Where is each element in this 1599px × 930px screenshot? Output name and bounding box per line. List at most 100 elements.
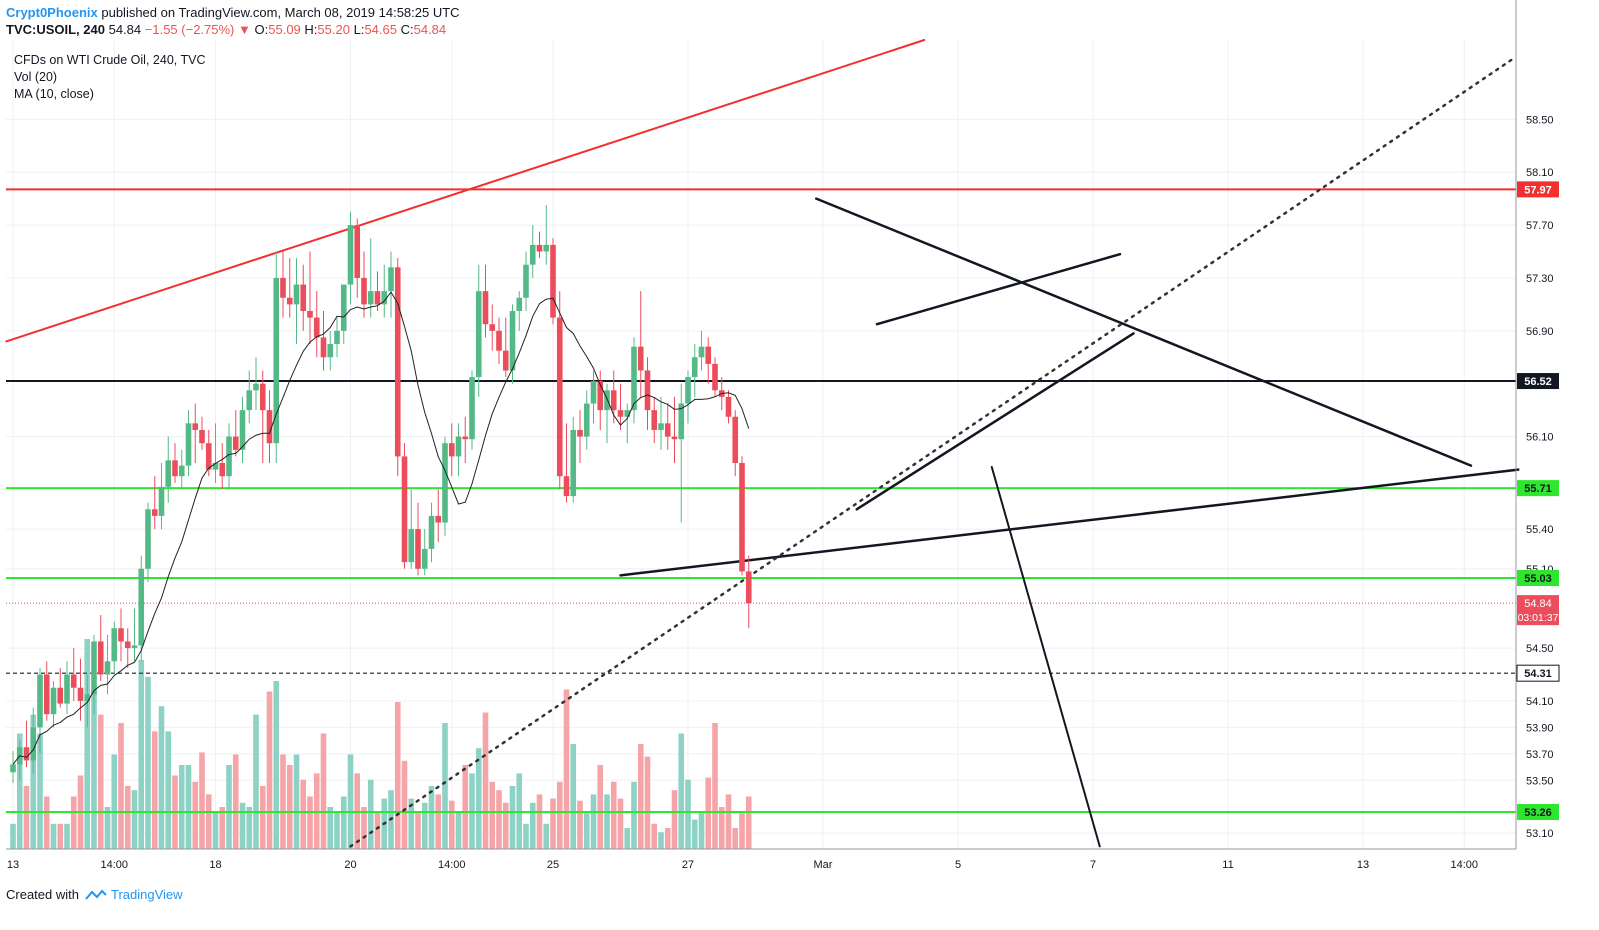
price-tag-bg [1517,480,1559,497]
candle-body [617,410,624,417]
candle-body [239,410,246,450]
author-link[interactable]: Crypt0Phoenix [6,5,98,20]
time-tick-label: 11 [1222,859,1233,871]
candle-body [145,509,151,569]
candle [698,330,705,371]
last-price-bg [1517,595,1559,626]
candle-body [226,436,232,477]
candle [30,707,37,774]
candle [219,443,226,490]
candle-body [543,244,550,252]
candle-body [259,383,266,411]
candle [509,304,516,384]
candle [388,251,394,318]
price-tick-label: 58.10 [1526,167,1554,179]
candle-body [43,674,50,715]
dotted-trendline [349,58,1513,848]
price-tick-label: 53.10 [1526,828,1554,840]
candle-body [30,727,37,761]
candle [172,443,178,483]
candle-body [651,410,658,430]
volume-bar [145,676,151,849]
candle-body [435,515,442,523]
candle [293,258,300,345]
candle [712,357,718,397]
candle-body [415,529,421,569]
candle [678,383,685,523]
candle [644,357,651,430]
candle-body [631,346,637,411]
candle [165,436,172,503]
volume-bar [610,781,617,849]
candle [273,251,280,464]
volume-bar [97,714,104,849]
candle-body [57,687,64,704]
ma-indicator-label[interactable]: MA (10, close) [14,87,94,101]
candle-body [408,529,415,563]
candle-body [698,346,705,358]
candle [590,370,597,424]
candle-body [550,244,556,318]
candle-body [50,687,57,715]
candle-body [685,377,691,404]
volume-bar [320,733,327,849]
chart-title[interactable]: CFDs on WTI Crude Oil, 240, TVC [14,53,206,67]
candle-body [212,463,219,470]
volume-bar [111,754,118,849]
volume-bar [266,691,273,849]
candle-body [394,267,401,457]
candle [597,370,604,430]
candle-body [664,423,671,437]
volume-bar [685,779,691,849]
volume-bar [475,748,482,849]
price-tick-label: 56.90 [1526,326,1554,338]
candle-body [172,460,178,477]
candle [583,390,590,450]
candle [685,370,691,424]
volume-bar [678,733,685,849]
price-tick-label: 54.10 [1526,696,1554,708]
upper-trendline [815,197,1473,467]
volume-bar [118,723,124,849]
volume-bar [712,723,718,849]
volume-bar [745,796,752,849]
candle-body [502,350,509,371]
candle [739,456,745,576]
price-change: −1.55 (−2.75%) [144,22,235,37]
price-tag-text: 57.97 [1524,184,1552,196]
candle [556,291,563,490]
volume-bar [617,798,624,849]
candle-body [442,443,448,523]
volume-bar [631,781,637,849]
last-price-text: 54.84 [1524,598,1552,610]
candle-body [739,463,745,572]
volume-bar [523,823,529,849]
price-tick-label: 57.30 [1526,273,1554,285]
candle-body [529,244,536,265]
time-tick-label: 7 [1090,859,1096,871]
volume-bar [664,828,671,849]
candle [496,317,502,364]
volume-bar [725,794,732,849]
volume-bar [644,756,651,849]
tradingview-link[interactable]: TradingView [110,887,183,902]
candle-body [64,674,70,704]
volume-bar [84,639,91,849]
volume-indicator-label[interactable]: Vol (20) [14,70,58,84]
volume-bar [658,832,664,849]
price-tag-text: 53.26 [1524,807,1552,819]
price-tag-bg [1517,803,1559,820]
volume-bar [16,733,23,849]
candle-body [300,284,307,311]
candle-body [610,390,617,411]
price-tag-56.52: 56.52 [1517,373,1559,390]
volume-bar [300,779,307,849]
last-price: 54.84 [108,22,142,37]
volume-bar [597,765,604,849]
candle [313,291,320,358]
volume-bar [583,813,590,849]
candle-body [23,747,30,761]
candle [84,674,91,728]
candle-body [583,403,590,437]
